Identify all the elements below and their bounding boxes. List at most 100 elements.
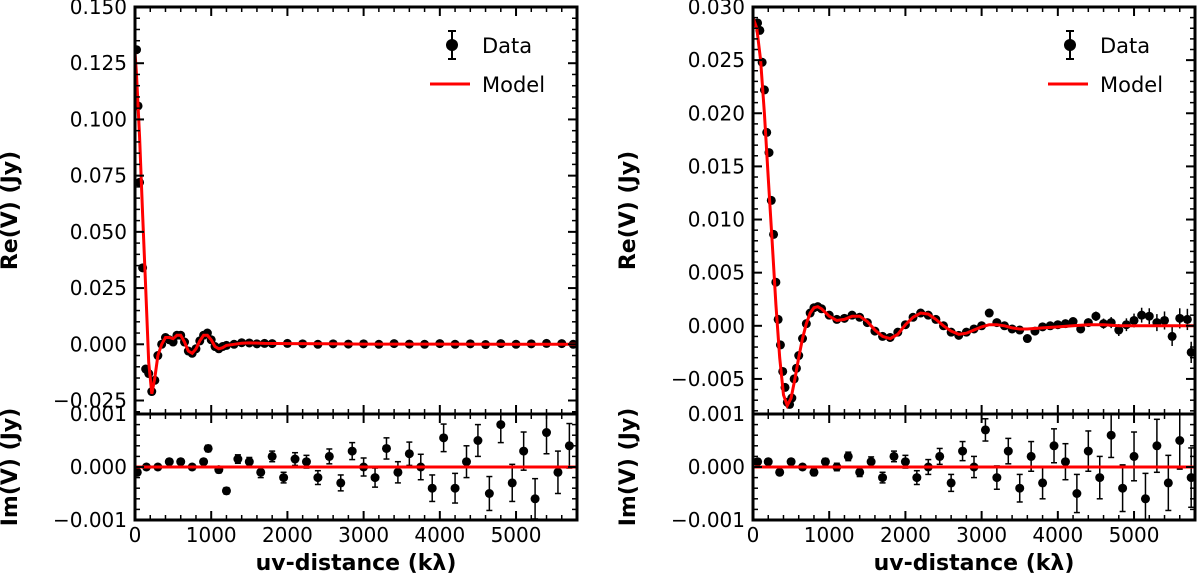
data-point: [1160, 315, 1170, 325]
data-point: [168, 337, 178, 347]
data-point: [427, 483, 437, 493]
data-point: [1175, 313, 1185, 323]
bottom-plot-area: [753, 414, 1195, 520]
y-tick-label: 0.030: [688, 0, 745, 19]
data-point: [496, 420, 506, 430]
data-point: [203, 443, 213, 453]
y-tick-label: −0.001: [671, 508, 745, 532]
legend-model-label: Model: [1100, 73, 1163, 97]
data-point: [1038, 478, 1048, 488]
data-point: [1129, 451, 1139, 461]
data-point: [958, 446, 968, 456]
data-point: [1175, 436, 1185, 445]
data-point: [279, 473, 289, 483]
x-axis-label: uv-distance (kλ): [874, 551, 1075, 576]
chart-right: 0 1000 2000 3000 4000 5000 uv-distance (kλ) −0.…: [616, 0, 1197, 576]
y-tick-label: −0.001: [53, 508, 127, 532]
y-tick-label: 0.010: [688, 208, 745, 232]
data-point: [1152, 441, 1162, 451]
model-line: [135, 51, 577, 395]
data-point: [290, 454, 300, 464]
data-point: [1167, 331, 1177, 341]
legend-data-marker: [1064, 39, 1076, 51]
data-point: [1072, 489, 1082, 498]
y-axis-label-top: Re(V) (Jy): [0, 151, 23, 270]
data-point: [462, 457, 471, 467]
top-frame: [133, 5, 579, 416]
legend: Data Model: [430, 30, 545, 97]
legend-model-label: Model: [482, 73, 545, 97]
y-tick-label: −0.025: [53, 389, 127, 413]
data-point: [450, 483, 460, 493]
data-point: [855, 467, 865, 477]
y-tick-label: 0.001: [688, 402, 745, 426]
data-point: [935, 451, 945, 461]
y-tick-label: 0.020: [688, 101, 745, 125]
data-point: [1137, 310, 1147, 320]
data-point: [233, 454, 243, 464]
data-point: [439, 433, 449, 443]
data-point: [1140, 494, 1150, 504]
data-point: [1186, 347, 1195, 357]
legend-data-label: Data: [1100, 34, 1150, 58]
bottom-panel: [133, 412, 579, 522]
y-tick-label: 0.001: [70, 402, 127, 426]
data-point: [393, 467, 403, 477]
data-point: [221, 486, 231, 496]
x-axis-label: uv-distance (kλ): [256, 551, 457, 576]
data-point: [244, 457, 254, 467]
data-point: [301, 457, 311, 467]
data-point: [484, 489, 494, 498]
y-axis-label-bottom: Im(V) (Jy): [616, 408, 641, 527]
data-point: [1144, 311, 1154, 321]
y-tick-label: 0.150: [70, 0, 127, 19]
data-point: [1182, 314, 1192, 324]
data-point: [404, 449, 414, 459]
data-point: [530, 494, 540, 504]
data-point: [1106, 430, 1116, 440]
data-point: [370, 473, 380, 483]
data-point: [135, 467, 142, 477]
top-panel: [133, 5, 579, 416]
data-point: [1003, 446, 1013, 456]
data-point: [1026, 451, 1036, 461]
data-point: [542, 428, 552, 438]
data-point: [164, 457, 174, 467]
data-point: [980, 425, 990, 435]
data-point: [753, 457, 763, 467]
data-point: [347, 446, 357, 456]
data-point: [256, 467, 266, 477]
y-tick-label: 0.025: [70, 276, 127, 300]
data-point: [1129, 315, 1139, 325]
x-tick-label: 0: [747, 523, 760, 547]
data-point: [1083, 446, 1093, 456]
data-point: [199, 457, 209, 467]
x-tick-label: 2000: [262, 523, 313, 547]
data-point: [889, 451, 899, 461]
data-point: [473, 436, 483, 445]
data-point: [267, 451, 277, 461]
bottom-plot-area: [135, 414, 577, 520]
y-tick-label: 0.050: [70, 220, 127, 244]
data-point: [1095, 473, 1105, 483]
x-tick-label: 4000: [1032, 523, 1083, 547]
data-point: [176, 457, 186, 467]
model-line: [753, 17, 1195, 410]
y-tick-label: 0.000: [70, 332, 127, 356]
data-point: [313, 473, 323, 483]
data-point: [1049, 441, 1059, 451]
x-tick-label: 5000: [1109, 523, 1160, 547]
data-point: [984, 308, 994, 318]
x-tick-label: 0: [129, 523, 142, 547]
y-tick-label: 0.000: [688, 455, 745, 479]
y-tick-label: 0.125: [70, 51, 127, 75]
data-point: [1114, 325, 1124, 335]
x-tick-label: 2000: [880, 523, 931, 547]
x-tick-label: 1000: [186, 523, 237, 547]
y-tick-label: 0.025: [688, 48, 745, 72]
legend-data-marker: [446, 39, 458, 51]
x-tick-label: 3000: [956, 523, 1007, 547]
x-tick-label: 4000: [414, 523, 465, 547]
bottom-panel: [751, 412, 1197, 522]
